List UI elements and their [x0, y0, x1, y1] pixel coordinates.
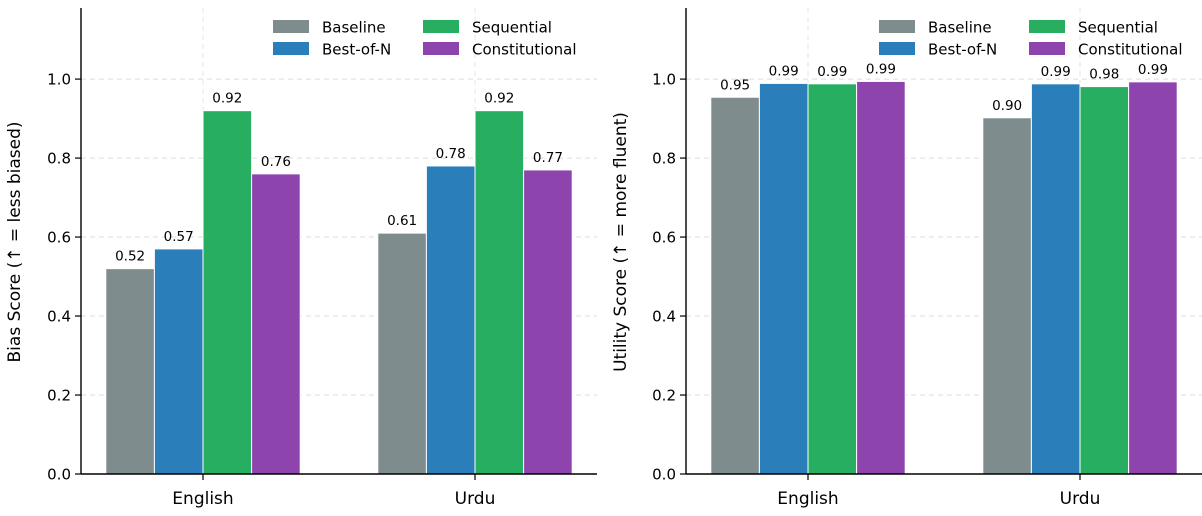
bar [856, 80, 906, 475]
bar-value-label: 0.99 [769, 63, 799, 79]
legend-swatch [423, 20, 459, 33]
legend: Baseline Best-of-N Sequential Constitutiona… [273, 19, 577, 59]
y-tick-label: 0.8 [47, 150, 71, 168]
x-tick-label: English [172, 489, 233, 509]
bar [523, 169, 573, 475]
bar-value-label: 0.52 [115, 249, 145, 265]
y-tick-label: 0.0 [47, 466, 71, 484]
bar-value-label: 0.99 [817, 64, 847, 80]
x-tick-label: English [777, 489, 838, 509]
bar-value-label: 0.95 [720, 77, 750, 93]
bar [105, 268, 155, 475]
legend-label: Best-of-N [928, 41, 997, 59]
legend-label: Constitutional [472, 41, 577, 59]
bar-value-label: 0.61 [387, 213, 417, 229]
x-tick-label: Urdu [455, 489, 496, 509]
bar-value-label: 0.92 [484, 91, 514, 107]
y-tick-label: 0.4 [47, 308, 71, 326]
bar-value-label: 0.92 [212, 91, 242, 107]
bar-value-label: 0.99 [1041, 64, 1071, 80]
y-tick-label: 0.6 [652, 229, 676, 247]
y-tick-label: 1.0 [47, 71, 71, 89]
y-tick-label: 0.6 [47, 229, 71, 247]
legend-label: Best-of-N [322, 41, 391, 59]
bar-value-label: 0.57 [164, 229, 194, 245]
bar-value-label: 0.99 [1138, 62, 1168, 78]
bar-value-label: 0.99 [866, 61, 896, 77]
legend-swatch [879, 20, 915, 33]
x-tick-label: Urdu [1060, 489, 1101, 509]
bar-value-label: 0.90 [992, 98, 1022, 114]
bar-value-label: 0.76 [261, 154, 291, 170]
bar [758, 82, 809, 475]
y-tick-label: 0.0 [652, 466, 676, 484]
legend-swatch [1029, 20, 1065, 33]
legend: Baseline Best-of-N Sequential Constitutiona… [879, 19, 1183, 59]
y-axis-label: Utility Score (↑ = more fluent) [611, 112, 631, 372]
bar [202, 110, 253, 475]
legend-label: Baseline [322, 19, 386, 37]
y-tick-label: 0.2 [652, 387, 676, 405]
legend-swatch [879, 42, 915, 55]
bar [1030, 83, 1081, 475]
chart-panel-2: 0.0 0.2 0.4 0.6 0.8 1.0 0.95 0.90 0.99 0.99 0.99 0.… [611, 8, 1202, 509]
bar-value-label: 0.78 [436, 146, 466, 162]
y-tick-label: 1.0 [652, 71, 676, 89]
bar [153, 248, 204, 475]
y-tick-label: 0.8 [652, 150, 676, 168]
bar [251, 173, 301, 475]
legend-label: Sequential [472, 19, 552, 37]
y-axis-label: Bias Score (↑ = less biased) [5, 122, 25, 363]
legend-label: Sequential [1078, 19, 1158, 37]
bar [474, 110, 525, 475]
chart-panel-1: 0.0 0.2 0.4 0.6 0.8 1.0 0.52 0.61 0.57 0.78 0.92 0.… [5, 8, 597, 509]
legend-swatch [1029, 42, 1065, 55]
bar [982, 117, 1032, 475]
legend-label: Baseline [928, 19, 992, 37]
bar [1128, 81, 1178, 475]
legend-swatch [423, 42, 459, 55]
bar [1079, 86, 1130, 475]
bar-value-label: 0.98 [1089, 67, 1119, 83]
legend-label: Constitutional [1078, 41, 1183, 59]
y-tick-label: 0.2 [47, 387, 71, 405]
y-tick-label: 0.4 [652, 308, 676, 326]
bar [710, 96, 760, 475]
legend-swatch [273, 20, 309, 33]
legend-swatch [273, 42, 309, 55]
bar [425, 165, 476, 475]
bar [377, 232, 427, 475]
bar [807, 83, 858, 475]
bar-value-label: 0.77 [533, 150, 563, 166]
